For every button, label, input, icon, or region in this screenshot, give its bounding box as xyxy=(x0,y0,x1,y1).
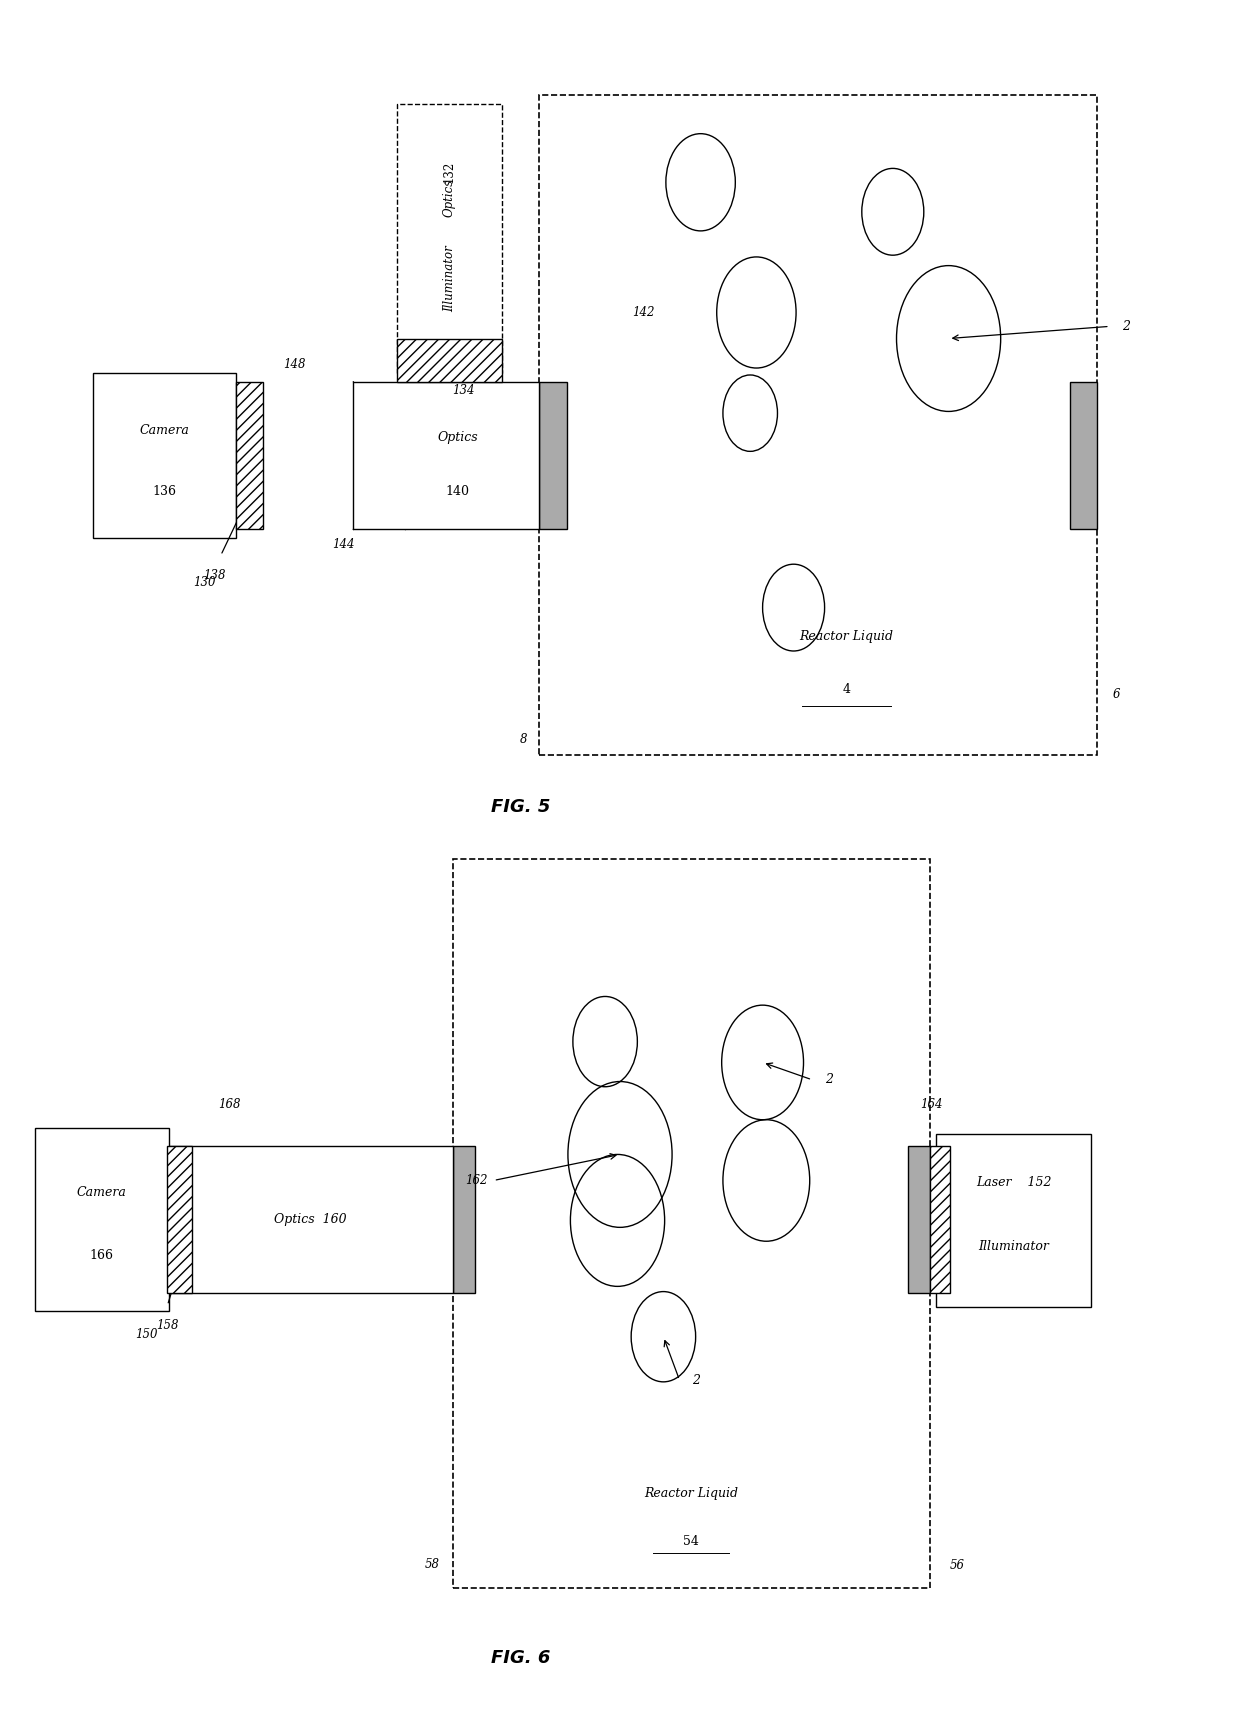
Text: Reactor Liquid: Reactor Liquid xyxy=(800,630,893,642)
Text: 2: 2 xyxy=(692,1373,699,1387)
Bar xyxy=(453,1146,475,1293)
Text: Camera: Camera xyxy=(77,1186,126,1198)
Text: Camera: Camera xyxy=(139,425,190,437)
Bar xyxy=(236,382,263,529)
Text: 2: 2 xyxy=(825,1073,832,1087)
Text: 166: 166 xyxy=(89,1250,114,1262)
Bar xyxy=(167,1146,192,1293)
Text: 58: 58 xyxy=(425,1559,440,1571)
Text: 136: 136 xyxy=(153,486,176,498)
Bar xyxy=(35,1128,169,1311)
Text: FIG. 5: FIG. 5 xyxy=(491,799,551,816)
Bar xyxy=(539,382,567,529)
Bar xyxy=(908,1146,930,1293)
Text: 164: 164 xyxy=(920,1099,942,1111)
Bar xyxy=(453,859,930,1588)
Text: 130: 130 xyxy=(193,576,216,589)
Text: Reactor Liquid: Reactor Liquid xyxy=(645,1488,738,1500)
Bar xyxy=(539,95,1097,755)
Text: Optics  160: Optics 160 xyxy=(274,1213,346,1226)
Text: 4: 4 xyxy=(842,682,851,696)
Text: Laser    152: Laser 152 xyxy=(976,1175,1052,1189)
Text: 144: 144 xyxy=(332,538,355,550)
Bar xyxy=(353,382,539,529)
Bar xyxy=(397,104,502,373)
Text: Illuminator: Illuminator xyxy=(978,1240,1049,1253)
Bar xyxy=(1070,382,1097,529)
Bar xyxy=(936,1134,1091,1307)
Text: 134: 134 xyxy=(453,384,475,398)
Bar xyxy=(167,1146,453,1293)
Text: Optics: Optics xyxy=(443,179,456,217)
Bar xyxy=(93,373,236,538)
Text: FIG. 6: FIG. 6 xyxy=(491,1649,551,1667)
Text: 56: 56 xyxy=(950,1559,965,1573)
Text: 162: 162 xyxy=(465,1174,487,1187)
Text: 140: 140 xyxy=(445,484,470,498)
Text: Optics: Optics xyxy=(438,432,477,444)
Text: 150: 150 xyxy=(135,1328,157,1340)
Text: 8: 8 xyxy=(520,734,527,746)
Text: 168: 168 xyxy=(218,1099,241,1111)
Text: 158: 158 xyxy=(156,1319,179,1332)
Text: 2: 2 xyxy=(1122,319,1130,333)
Bar xyxy=(930,1146,950,1293)
Text: 54: 54 xyxy=(683,1535,699,1547)
Text: 6: 6 xyxy=(1112,687,1120,701)
Text: 148: 148 xyxy=(283,358,305,372)
Text: 138: 138 xyxy=(203,569,226,582)
Text: 142: 142 xyxy=(632,306,655,319)
Text: Illuminator: Illuminator xyxy=(443,247,456,312)
Text: 132: 132 xyxy=(443,160,456,182)
Bar xyxy=(397,339,502,382)
